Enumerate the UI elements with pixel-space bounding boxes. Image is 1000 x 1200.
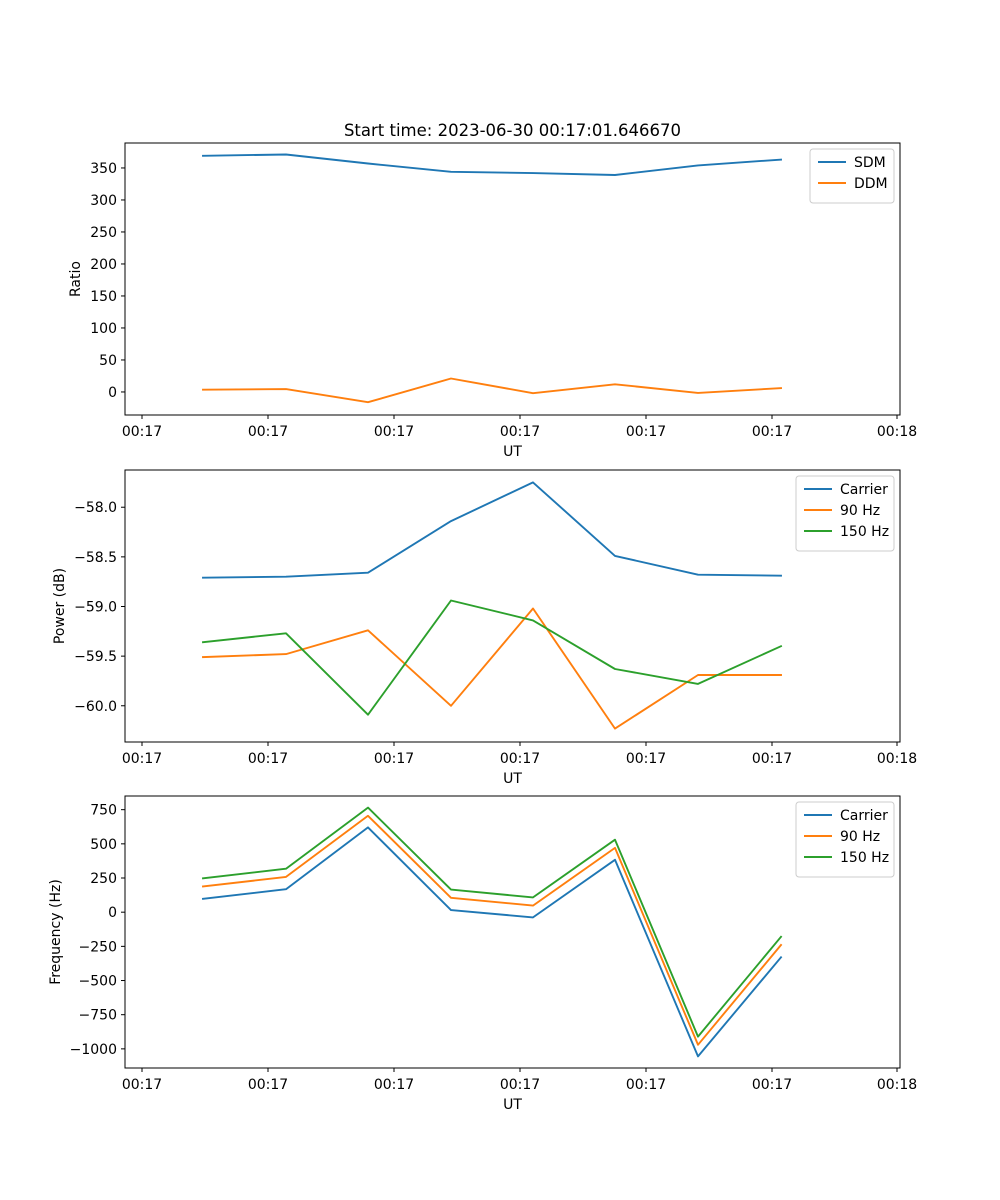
legend-label: Carrier xyxy=(840,808,888,824)
x-tick-label: 00:17 xyxy=(374,751,414,767)
series-line-90-hz xyxy=(201,814,783,1046)
y-tick-label: −59.0 xyxy=(74,599,117,615)
legend-label: 90 Hz xyxy=(840,503,880,519)
legend-label: Carrier xyxy=(840,482,888,498)
legend-label: DDM xyxy=(854,176,888,192)
x-tick-label: 00:18 xyxy=(877,1077,917,1093)
x-tick-label: 00:17 xyxy=(248,751,288,767)
y-tick-label: 350 xyxy=(90,161,117,177)
chart-panel-2: −58.0 −58.5 −59.0 −59.5 −60.0 00:17 00:17 00:17… xyxy=(52,469,917,787)
x-tick-label: 00:17 xyxy=(122,1077,162,1093)
x-tick-label: 00:17 xyxy=(626,751,666,767)
x-tick-label: 00:17 xyxy=(248,1077,288,1093)
y-tick-label: 200 xyxy=(90,257,117,273)
y-axis-label: Frequency (Hz) xyxy=(48,879,64,985)
x-tick-label: 00:17 xyxy=(752,1077,792,1093)
x-tick-label: 00:17 xyxy=(752,751,792,767)
plot-area xyxy=(124,142,901,416)
y-tick-label: −58.0 xyxy=(74,500,117,516)
x-tick-label: 00:17 xyxy=(122,751,162,767)
y-tick-label: 300 xyxy=(90,193,117,209)
legend-label: 150 Hz xyxy=(840,524,889,540)
x-tick-label: 00:17 xyxy=(626,1077,666,1093)
y-tick-label: 250 xyxy=(90,871,117,887)
x-tick-label: 00:17 xyxy=(374,424,414,440)
chart-title: Start time: 2023-06-30 00:17:01.646670 xyxy=(344,121,681,140)
y-tick-label: −58.5 xyxy=(74,550,117,566)
series-line-carrier xyxy=(202,481,782,579)
y-tick-label: 0 xyxy=(108,905,117,921)
x-tick-label: 00:17 xyxy=(248,424,288,440)
x-tick-label: 00:17 xyxy=(500,1077,540,1093)
y-tick-label: −750 xyxy=(79,1008,117,1024)
y-axis-label: Power (dB) xyxy=(52,568,68,644)
x-tick-label: 00:18 xyxy=(877,424,917,440)
x-axis-label: UT xyxy=(503,771,522,787)
legend-box xyxy=(795,475,895,552)
y-tick-label: −500 xyxy=(79,974,117,990)
y-axis-label: Ratio xyxy=(68,261,84,297)
chart-panel-1: Start time: 2023-06-30 00:17:01.646670 0 5… xyxy=(68,121,917,460)
x-tick-label: 00:17 xyxy=(500,424,540,440)
legend: Carrier 90 Hz 150 Hz xyxy=(795,475,895,552)
y-tick-label: 50 xyxy=(99,353,117,369)
x-tick-label: 00:17 xyxy=(626,424,666,440)
y-tick-label: −59.5 xyxy=(74,649,117,665)
y-tick-label: 0 xyxy=(108,385,117,401)
x-axis-label: UT xyxy=(503,1097,522,1113)
series-line-90-hz xyxy=(202,607,782,730)
x-tick-label: 00:17 xyxy=(122,424,162,440)
series-line-150-hz xyxy=(201,599,783,716)
legend: Carrier 90 Hz 150 Hz xyxy=(795,801,895,878)
x-tick-label: 00:17 xyxy=(500,751,540,767)
series-line-sdm xyxy=(202,153,783,176)
legend-box xyxy=(795,801,895,878)
x-tick-label: 00:17 xyxy=(752,424,792,440)
y-tick-label: 100 xyxy=(90,321,117,337)
chart-panel-3: 750 500 250 0 −250 −500 −750 −1000 00:17 00:17 00:… xyxy=(48,795,917,1113)
plot-area xyxy=(124,469,901,743)
y-tick-label: 750 xyxy=(90,803,117,819)
y-tick-label: −250 xyxy=(79,939,117,955)
legend: SDM DDM xyxy=(809,148,895,204)
legend-label: 90 Hz xyxy=(840,829,880,845)
legend-label: 150 Hz xyxy=(840,850,889,866)
series-line-ddm xyxy=(202,377,783,404)
legend-label: SDM xyxy=(854,155,886,171)
plot-area xyxy=(124,795,901,1069)
y-tick-label: −1000 xyxy=(70,1042,117,1058)
x-tick-label: 00:17 xyxy=(374,1077,414,1093)
y-tick-label: 500 xyxy=(90,837,117,853)
x-tick-label: 00:18 xyxy=(877,751,917,767)
series-line-carrier xyxy=(201,826,783,1058)
y-tick-label: −60.0 xyxy=(74,699,117,715)
y-tick-label: 150 xyxy=(90,289,117,305)
x-axis-label: UT xyxy=(503,444,522,460)
series-line-150-hz xyxy=(201,806,783,1038)
y-tick-label: 250 xyxy=(90,225,117,241)
